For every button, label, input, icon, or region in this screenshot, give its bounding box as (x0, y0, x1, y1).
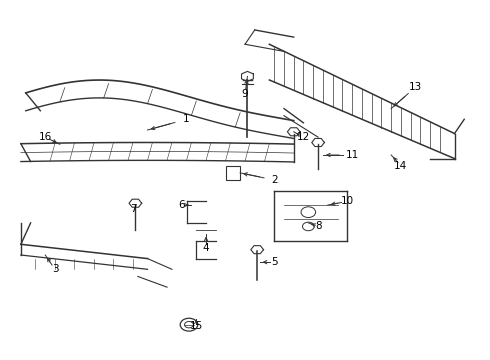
Bar (225, 166, 240, 180)
Text: 7: 7 (130, 203, 136, 213)
Text: 14: 14 (394, 161, 408, 171)
Text: 13: 13 (409, 82, 422, 92)
Text: 4: 4 (203, 243, 209, 253)
Text: 8: 8 (315, 221, 321, 231)
Text: 9: 9 (242, 89, 248, 99)
Text: 1: 1 (183, 114, 190, 124)
Text: 2: 2 (271, 175, 277, 185)
Text: 12: 12 (297, 132, 310, 142)
Text: 15: 15 (190, 321, 203, 332)
Text: 16: 16 (39, 132, 52, 142)
Text: 3: 3 (51, 264, 58, 274)
Text: 10: 10 (341, 197, 354, 206)
Text: 5: 5 (271, 257, 277, 267)
Text: 11: 11 (345, 150, 359, 160)
Text: 6: 6 (178, 200, 185, 210)
